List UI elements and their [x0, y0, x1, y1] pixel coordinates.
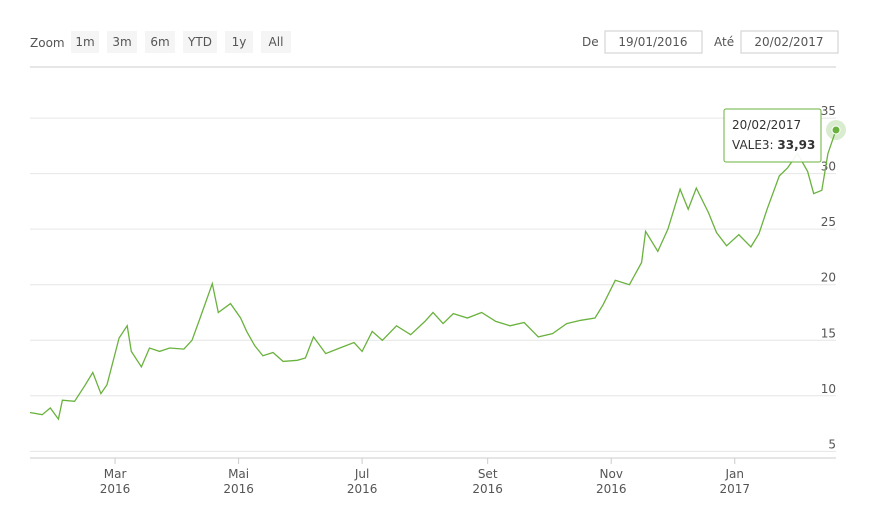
zoom-button-label[interactable]: YTD [187, 35, 212, 49]
price-line [29, 129, 837, 421]
y-tick-label: 20 [821, 271, 836, 285]
zoom-button-label[interactable]: 3m [112, 35, 131, 49]
zoom-button-label[interactable]: 1y [232, 35, 247, 49]
zoom-button[interactable] [107, 31, 137, 53]
zoom-button-label[interactable]: All [269, 35, 284, 49]
y-tick-label: 35 [821, 104, 836, 118]
x-tick-label: Jul [354, 467, 369, 481]
y-tick-label: 10 [821, 382, 836, 396]
tooltip-value: 33,93 [777, 138, 815, 152]
zoom-button[interactable] [145, 31, 175, 53]
to-date[interactable]: 20/02/2017 [754, 35, 823, 49]
zoom-button-label[interactable]: 1m [75, 35, 94, 49]
zoom-button[interactable] [261, 31, 291, 53]
tooltip-line: VALE3: 33,93 [732, 138, 815, 152]
x-tick-label: Mar [104, 467, 127, 481]
to-input[interactable] [740, 30, 839, 54]
zoom-label: Zoom [30, 36, 65, 50]
zoom-button[interactable] [225, 31, 253, 53]
to-label: Até [714, 35, 734, 49]
x-tick-year: 2016 [347, 482, 378, 496]
x-tick-year: 2016 [596, 482, 627, 496]
x-tick-year: 2016 [100, 482, 131, 496]
zoom-button-label[interactable]: 6m [150, 35, 169, 49]
x-tick-label: Nov [600, 467, 623, 481]
y-tick-label: 5 [828, 437, 836, 451]
x-tick-label: Set [478, 467, 498, 481]
from-input[interactable] [604, 30, 703, 54]
zoom-button[interactable] [183, 31, 217, 53]
zoom-button[interactable] [71, 31, 99, 53]
tooltip-series: VALE3: [732, 138, 777, 152]
from-date[interactable]: 19/01/2016 [618, 35, 687, 49]
x-tick-year: 2016 [472, 482, 503, 496]
tooltip [723, 108, 822, 163]
x-tick-year: 2016 [223, 482, 254, 496]
hover-point [831, 125, 841, 135]
x-tick-label: Jan [724, 467, 744, 481]
y-tick-label: 30 [821, 160, 836, 174]
from-label: De [582, 35, 599, 49]
tooltip-date: 20/02/2017 [732, 118, 801, 132]
x-tick-label: Mai [228, 467, 249, 481]
y-tick-label: 15 [821, 326, 836, 340]
y-tick-label: 25 [821, 215, 836, 229]
x-tick-year: 2017 [719, 482, 750, 496]
